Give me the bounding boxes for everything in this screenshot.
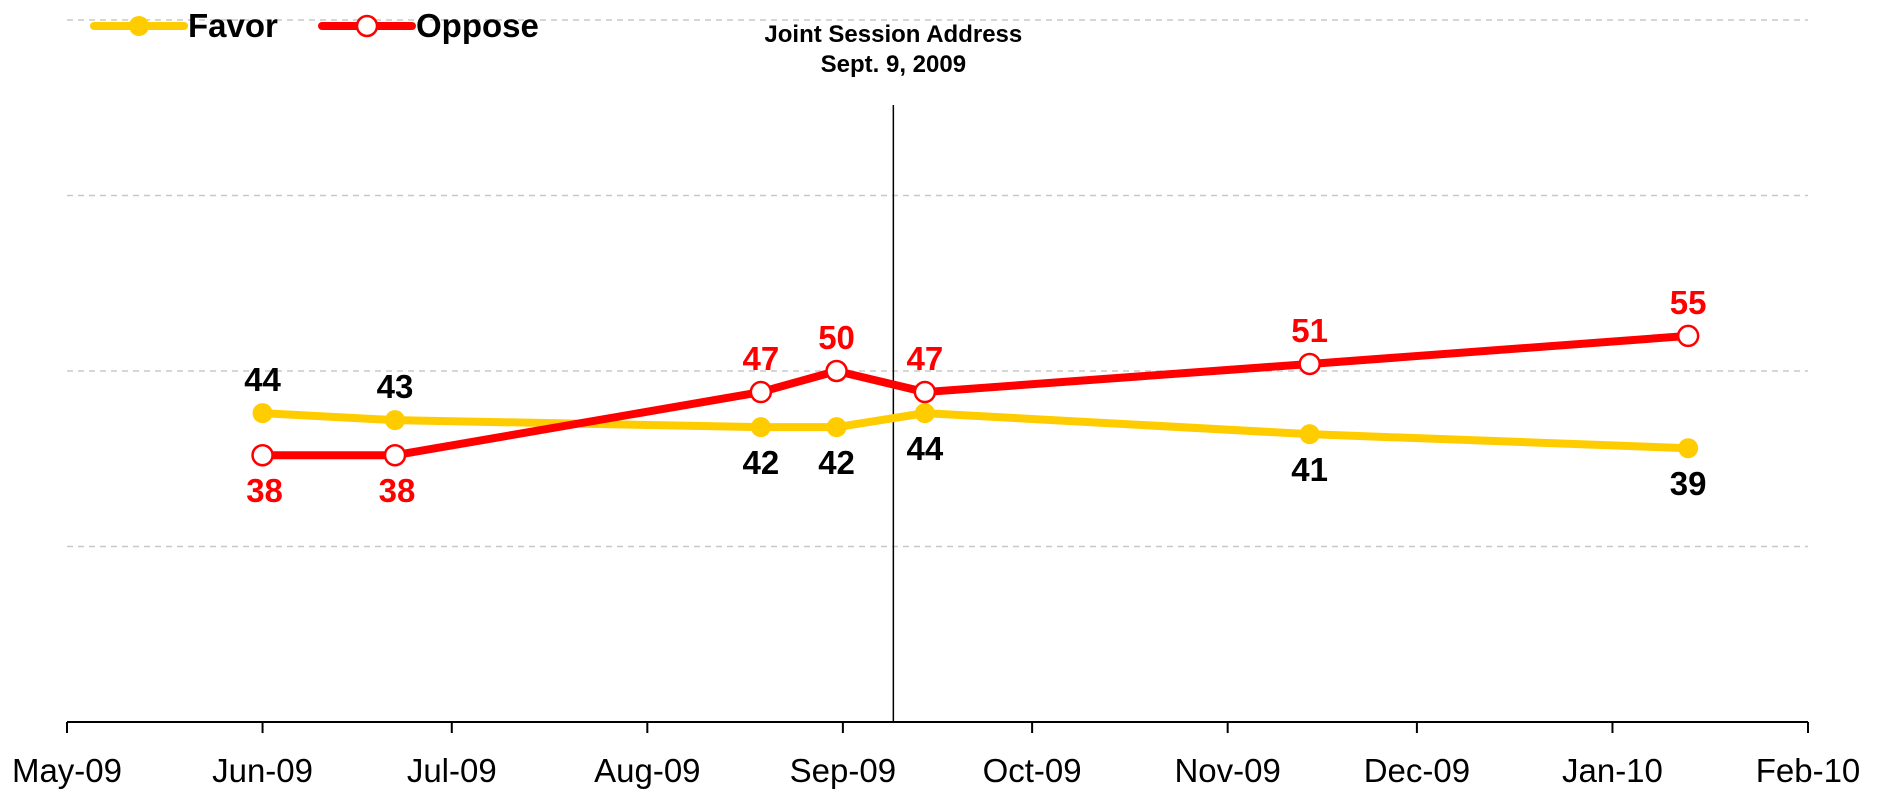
legend-label: Oppose (416, 7, 539, 44)
point-oppose (1676, 324, 1700, 348)
data-label-favor: 41 (1291, 451, 1328, 488)
data-label-oppose: 47 (743, 340, 780, 377)
x-tick-label: May-09 (12, 752, 122, 789)
x-tick-label: Oct-09 (983, 752, 1082, 789)
x-axis: May-09 Jun-09 Jul-09 Aug-09 Sep-09 Oct-09 Nov-… (12, 721, 1861, 789)
x-tick-label: Nov-09 (1174, 752, 1280, 789)
data-label-favor: 42 (743, 444, 780, 481)
annotation-text: Joint Session Address (764, 21, 1022, 48)
point-oppose (251, 443, 274, 467)
data-label-oppose: 55 (1670, 284, 1707, 321)
point-oppose (749, 380, 773, 404)
point-oppose (913, 380, 937, 404)
data-label-oppose: 38 (246, 472, 283, 509)
x-tick-label: Jan-10 (1562, 752, 1663, 789)
point-favor (826, 417, 847, 438)
data-label-oppose: 38 (379, 472, 416, 509)
point-favor (252, 403, 273, 424)
point-oppose (383, 443, 407, 467)
data-label-favor: 44 (244, 361, 281, 398)
x-tick-label: Sep-09 (790, 752, 896, 789)
data-label-oppose: 51 (1291, 312, 1328, 349)
data-label-oppose: 50 (818, 319, 855, 356)
legend-marker (355, 14, 379, 38)
legend-item-favor: Favor (90, 7, 278, 44)
legend: Favor Oppose (90, 7, 539, 44)
x-tick-label: Aug-09 (594, 752, 700, 789)
legend-label: Favor (188, 7, 278, 44)
gridlines (67, 19, 1808, 548)
data-label-favor: 39 (1670, 465, 1707, 502)
data-label-favor: 43 (377, 368, 414, 405)
series-markers (251, 324, 1700, 467)
data-labels: 44 43 42 42 44 41 39 38 38 47 50 47 51 55 (244, 284, 1706, 509)
x-tick-label: Feb-10 (1756, 752, 1861, 789)
annotation-text: Sept. 9, 2009 (821, 51, 966, 78)
x-tick-label: Jul-09 (407, 752, 497, 789)
legend-marker (129, 16, 149, 36)
series-lines (258, 331, 1693, 460)
annotation: Joint Session Address Sept. 9, 2009 (764, 21, 1022, 722)
point-oppose (1298, 352, 1321, 376)
x-tick-label: Jun-09 (212, 752, 313, 789)
point-favor (1678, 438, 1699, 459)
data-label-oppose: 47 (907, 340, 944, 377)
point-favor (385, 410, 406, 431)
point-favor (914, 403, 935, 424)
x-tick-label: Dec-09 (1364, 752, 1470, 789)
data-label-favor: 42 (818, 444, 855, 481)
legend-item-oppose: Oppose (318, 7, 539, 44)
point-favor (750, 417, 771, 438)
data-label-favor: 44 (907, 430, 944, 467)
point-favor (1299, 424, 1320, 445)
point-oppose (825, 359, 848, 383)
